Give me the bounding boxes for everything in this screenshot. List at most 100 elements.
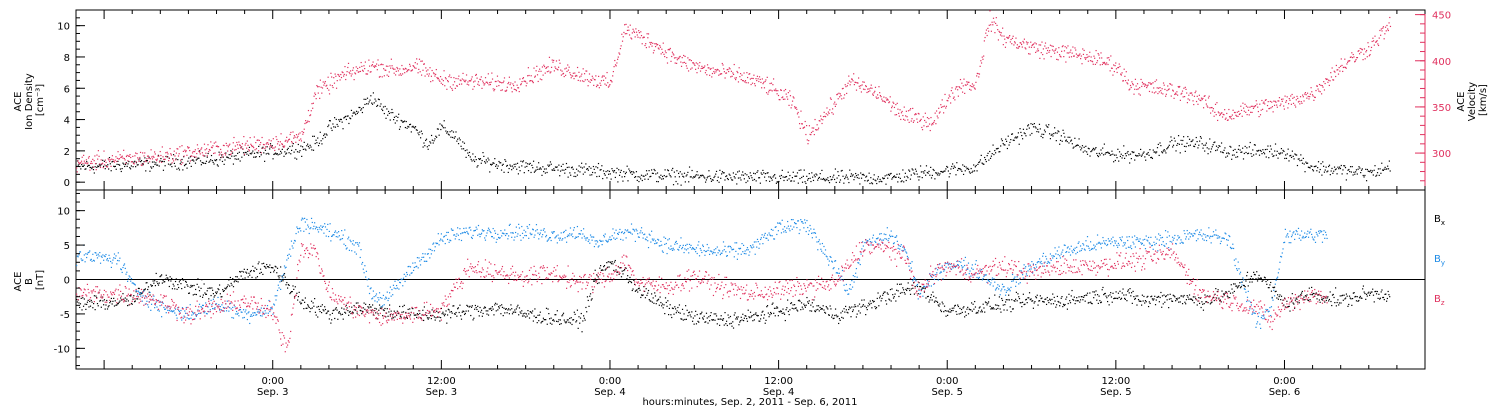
data-point	[583, 166, 585, 168]
data-point	[1102, 61, 1104, 64]
data-point	[1345, 67, 1347, 69]
data-point	[881, 181, 883, 183]
data-point	[776, 181, 778, 183]
data-point	[373, 65, 375, 67]
data-point	[1056, 58, 1058, 60]
data-point	[635, 171, 638, 173]
data-point	[793, 97, 795, 99]
data-point	[929, 174, 931, 176]
data-point	[861, 84, 863, 86]
data-point	[630, 171, 632, 173]
data-point	[959, 78, 962, 81]
data-point	[234, 149, 236, 151]
data-point	[930, 294, 932, 296]
data-point	[1107, 152, 1110, 154]
data-point	[1178, 143, 1181, 145]
data-point	[936, 174, 939, 176]
data-point	[858, 77, 860, 79]
data-point	[762, 169, 764, 171]
data-point	[144, 289, 146, 291]
data-point	[998, 296, 1000, 298]
data-point	[810, 304, 812, 306]
data-point	[680, 184, 682, 186]
data-point	[211, 287, 213, 289]
data-point	[1024, 47, 1026, 49]
data-point	[524, 81, 527, 83]
data-point	[455, 131, 457, 133]
data-point	[1053, 50, 1055, 52]
data-point	[324, 82, 326, 84]
data-point	[1143, 295, 1145, 298]
data-point	[244, 151, 246, 154]
data-point	[761, 173, 763, 175]
data-point	[876, 297, 878, 300]
data-point	[801, 123, 803, 125]
data-point	[869, 87, 872, 89]
data-point	[564, 321, 566, 323]
data-point	[758, 80, 760, 83]
data-point	[298, 133, 300, 135]
data-point	[501, 164, 503, 166]
data-point	[898, 295, 900, 298]
data-point	[144, 157, 146, 159]
data-point	[740, 179, 742, 181]
data-point	[495, 164, 498, 166]
data-point	[1270, 107, 1272, 109]
data-point	[884, 101, 886, 103]
data-point	[722, 318, 725, 320]
data-point	[573, 175, 575, 178]
data-point	[152, 166, 154, 168]
data-point	[938, 305, 940, 307]
data-point	[706, 74, 708, 76]
data-point	[982, 303, 984, 305]
data-point	[403, 120, 406, 122]
data-point	[1029, 53, 1031, 55]
data-point	[338, 74, 340, 76]
data-point	[957, 167, 960, 170]
data-point	[1163, 149, 1165, 151]
data-point	[1010, 311, 1012, 313]
data-point	[1049, 299, 1052, 301]
data-point	[496, 167, 498, 169]
data-point	[1168, 298, 1171, 300]
data-point	[644, 290, 646, 292]
data-point	[1140, 155, 1143, 157]
data-point	[985, 302, 987, 304]
data-point	[1148, 301, 1150, 303]
data-point	[1110, 296, 1113, 298]
data-point	[554, 169, 556, 172]
data-point	[470, 306, 473, 308]
data-point	[155, 162, 157, 164]
data-point	[529, 79, 532, 82]
data-point	[684, 55, 686, 58]
data-point	[496, 75, 499, 77]
data-point	[1235, 114, 1237, 116]
data-point	[731, 325, 733, 327]
data-point	[1311, 165, 1313, 167]
data-point	[752, 77, 754, 80]
data-point	[1033, 122, 1035, 125]
data-point	[299, 149, 301, 152]
data-point	[430, 134, 433, 137]
data-point	[771, 90, 773, 92]
data-point	[1009, 41, 1011, 43]
data-point	[186, 167, 188, 169]
data-point	[292, 131, 294, 133]
data-point	[251, 145, 253, 148]
data-point	[793, 304, 796, 306]
data-point	[951, 165, 953, 168]
data-point	[543, 66, 546, 68]
data-point	[645, 43, 647, 45]
data-point	[1389, 25, 1392, 28]
data-point	[305, 307, 307, 309]
data-point	[1280, 103, 1282, 105]
data-point	[608, 266, 610, 268]
data-point	[1354, 60, 1356, 62]
data-point	[801, 123, 803, 125]
data-point	[1280, 148, 1283, 150]
data-point	[1250, 152, 1252, 155]
data-point	[1252, 105, 1254, 107]
data-point	[619, 267, 621, 269]
data-point	[1310, 165, 1312, 167]
data-point	[536, 166, 538, 168]
